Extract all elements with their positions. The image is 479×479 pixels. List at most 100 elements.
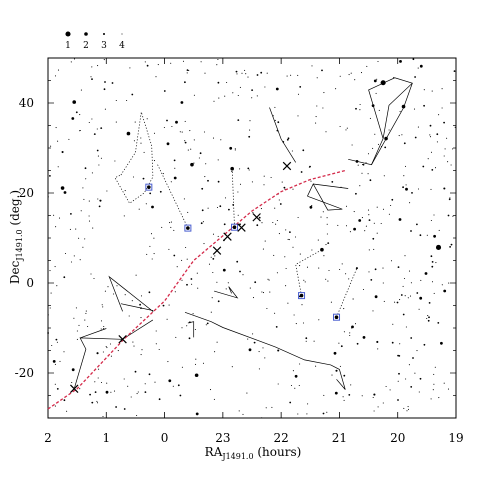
- field-star: [326, 233, 328, 235]
- field-star: [94, 391, 97, 393]
- field-star: [216, 281, 218, 283]
- field-star: [84, 167, 87, 170]
- field-star: [64, 252, 67, 255]
- field-star: [318, 267, 320, 269]
- field-star: [80, 210, 82, 212]
- field-star: [426, 234, 428, 236]
- field-star: [186, 258, 188, 260]
- field-star: [368, 271, 370, 273]
- field-star: [427, 158, 429, 160]
- field-star: [285, 285, 287, 287]
- x-tick-labels: 2 1 0 23 22 21 20 19: [44, 431, 463, 445]
- field-star: [82, 187, 84, 189]
- field-star: [258, 368, 260, 370]
- field-star: [140, 295, 143, 297]
- field-star: [323, 394, 325, 396]
- field-star: [133, 345, 135, 347]
- field-star: [231, 366, 233, 368]
- field-star: [234, 148, 236, 150]
- field-star: [103, 328, 105, 330]
- field-star: [248, 169, 250, 171]
- field-star: [87, 325, 89, 328]
- field-star: [322, 412, 325, 415]
- star: [190, 162, 194, 167]
- field-star: [331, 181, 334, 183]
- field-star: [409, 202, 411, 204]
- field-star: [170, 221, 172, 223]
- field-star: [299, 86, 302, 88]
- field-star: [116, 285, 118, 287]
- field-star: [284, 256, 286, 258]
- field-star: [419, 234, 422, 237]
- field-star: [53, 57, 55, 59]
- field-star: [367, 153, 370, 155]
- field-star: [100, 127, 103, 129]
- field-star: [423, 89, 425, 91]
- field-star: [96, 402, 99, 404]
- field-star: [89, 393, 91, 396]
- field-star: [326, 223, 328, 225]
- field-star: [163, 126, 165, 129]
- field-star: [188, 69, 190, 72]
- field-star: [248, 348, 252, 352]
- field-star: [315, 365, 317, 367]
- field-star: [349, 332, 351, 334]
- field-star: [388, 213, 390, 215]
- field-star: [146, 118, 148, 120]
- field-star: [362, 163, 365, 166]
- field-star: [224, 197, 227, 199]
- field-star: [405, 184, 407, 186]
- field-star: [63, 276, 66, 279]
- field-star: [292, 370, 294, 372]
- field-star: [76, 330, 78, 332]
- field-star: [377, 406, 379, 408]
- field-star: [362, 336, 366, 339]
- field-star: [75, 307, 77, 309]
- field-star: [260, 71, 263, 74]
- field-star: [328, 269, 330, 272]
- constellation-line: [313, 183, 349, 189]
- field-star: [433, 214, 435, 216]
- field-star: [73, 255, 75, 257]
- field-star: [138, 208, 140, 210]
- field-star: [166, 119, 168, 122]
- field-star: [436, 141, 438, 143]
- field-star: [209, 389, 212, 391]
- field-star: [83, 198, 85, 200]
- field-star: [187, 211, 189, 213]
- field-star: [323, 255, 325, 257]
- field-star: [148, 291, 151, 294]
- planet-cross: [212, 246, 222, 255]
- field-star: [167, 361, 169, 363]
- field-star: [261, 222, 263, 224]
- constellation-line: [307, 183, 343, 211]
- field-star: [134, 370, 137, 373]
- field-star: [426, 317, 428, 320]
- field-star: [372, 147, 374, 149]
- field-star: [115, 121, 117, 123]
- field-star: [70, 261, 73, 263]
- field-star: [140, 137, 142, 139]
- field-star: [354, 79, 356, 81]
- field-star: [71, 117, 75, 120]
- field-star: [349, 231, 351, 233]
- field-star: [403, 175, 405, 177]
- field-star: [186, 283, 188, 286]
- field-star: [416, 292, 419, 294]
- field-star: [190, 278, 193, 280]
- field-star: [306, 413, 308, 415]
- field-star: [213, 398, 215, 400]
- field-star: [162, 173, 164, 175]
- field-star: [343, 374, 346, 377]
- field-star: [203, 131, 206, 133]
- field-star: [88, 215, 90, 217]
- field-star: [423, 104, 425, 107]
- ecliptic-line: [47, 169, 346, 410]
- field-star: [392, 323, 394, 325]
- field-star: [180, 101, 184, 104]
- field-star: [316, 105, 318, 107]
- field-star: [383, 300, 385, 302]
- field-star: [173, 176, 177, 180]
- field-star: [114, 160, 116, 162]
- field-star: [402, 186, 404, 189]
